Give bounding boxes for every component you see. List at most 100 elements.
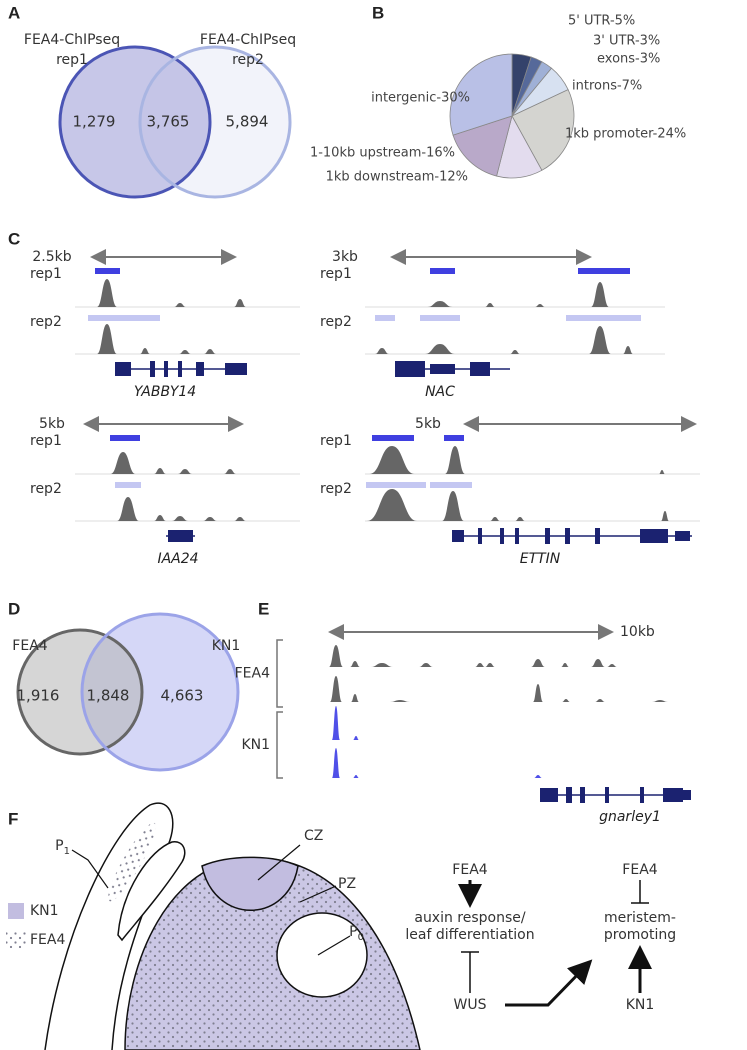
gene-exon bbox=[515, 528, 519, 544]
coverage-peak bbox=[179, 350, 191, 354]
coverage-peak bbox=[154, 515, 166, 521]
coverage-peak bbox=[117, 497, 139, 521]
gene-exon bbox=[164, 361, 168, 377]
coverage-peak bbox=[425, 344, 455, 354]
model-node: leaf differentiation bbox=[405, 927, 534, 943]
label-sub: 1 bbox=[64, 846, 70, 857]
coverage-peak bbox=[332, 748, 340, 778]
coverage-peak bbox=[154, 468, 166, 474]
leaf-p1-inner bbox=[117, 841, 186, 942]
panel-letter: C bbox=[8, 229, 20, 248]
peak-call bbox=[430, 482, 472, 488]
track-label: rep1 bbox=[30, 266, 62, 282]
coverage-peak bbox=[652, 700, 668, 702]
gene-exon bbox=[430, 364, 455, 374]
zone-label: CZ bbox=[304, 828, 323, 844]
slice-label: 3' UTR-3% bbox=[593, 34, 660, 49]
coverage-peak bbox=[485, 303, 495, 307]
p0-primordium bbox=[276, 912, 368, 998]
coverage-peak bbox=[350, 661, 360, 667]
label-sub: 0 bbox=[358, 932, 364, 943]
slice-label: introns-7% bbox=[572, 79, 642, 94]
zone-label: PZ bbox=[338, 876, 356, 892]
set-label: FEA4-ChIPseq bbox=[24, 32, 120, 48]
fea4-domain bbox=[108, 822, 156, 902]
primordium-label: P0 bbox=[349, 924, 364, 943]
peak-call bbox=[578, 268, 630, 274]
venn-count: 4,663 bbox=[161, 687, 204, 705]
legend-label: FEA4 bbox=[30, 932, 65, 948]
coverage-peak bbox=[661, 511, 669, 521]
set-label: rep2 bbox=[232, 52, 264, 68]
model-node: promoting bbox=[604, 927, 676, 943]
venn-count: 1,279 bbox=[73, 113, 116, 131]
legend-label: KN1 bbox=[30, 903, 59, 919]
coverage-peak bbox=[490, 517, 500, 521]
gene-name: YABBY14 bbox=[134, 384, 196, 400]
label-base: P bbox=[349, 924, 357, 940]
coverage-peak bbox=[351, 694, 359, 702]
track-label: rep2 bbox=[30, 481, 62, 497]
model-node: KN1 bbox=[626, 997, 655, 1013]
track-label: rep2 bbox=[320, 481, 352, 497]
leader-line bbox=[71, 849, 109, 889]
coverage-peak bbox=[531, 659, 545, 667]
gene-exon bbox=[580, 787, 585, 803]
coverage-peak bbox=[561, 663, 569, 667]
gene-exon bbox=[478, 528, 482, 544]
slice-label: 1kb downstream-12% bbox=[326, 170, 468, 185]
coverage-peak bbox=[390, 700, 410, 702]
gene-exon bbox=[595, 528, 600, 544]
legend-swatch bbox=[6, 932, 26, 948]
repression-bar bbox=[461, 951, 479, 993]
peak-call bbox=[88, 315, 160, 321]
set-label: rep1 bbox=[56, 52, 88, 68]
gene-name: NAC bbox=[425, 384, 455, 400]
coverage-peak bbox=[589, 326, 611, 354]
coverage-peak bbox=[203, 517, 217, 521]
coverage-peak bbox=[442, 491, 464, 521]
activation-arrow bbox=[505, 959, 593, 1007]
coverage-peak bbox=[110, 452, 136, 474]
peak-call bbox=[110, 435, 140, 441]
coverage-peak bbox=[607, 664, 617, 667]
track-label: KN1 bbox=[241, 737, 270, 753]
panel-letter: A bbox=[8, 3, 20, 22]
leaf-p1-outline bbox=[44, 802, 174, 1050]
slice-label: 5' UTR-5% bbox=[568, 14, 635, 29]
scale-label: 3kb bbox=[332, 249, 358, 265]
coverage-peak bbox=[485, 663, 495, 667]
gene-exon bbox=[663, 788, 683, 802]
venn-count: 1,916 bbox=[17, 687, 60, 705]
venn-outline bbox=[138, 45, 292, 199]
coverage-peak bbox=[178, 469, 192, 474]
venn-outline bbox=[80, 612, 240, 772]
coverage-peak bbox=[97, 324, 117, 354]
panel-letter: E bbox=[258, 599, 269, 618]
coverage-peak bbox=[367, 489, 417, 521]
coverage-peak bbox=[419, 663, 433, 667]
slice-label: intergenic-30% bbox=[371, 91, 470, 106]
peak-call bbox=[95, 268, 120, 274]
gene-exon bbox=[225, 363, 247, 375]
coverage-peak bbox=[562, 699, 570, 702]
coverage-peak bbox=[371, 663, 393, 667]
track-bracket bbox=[276, 711, 283, 779]
pie-slice bbox=[452, 115, 513, 177]
slice-label: 1-10kb upstream-16% bbox=[310, 146, 455, 161]
peak-call bbox=[372, 435, 414, 441]
model-node: FEA4 bbox=[452, 862, 487, 878]
coverage-peak bbox=[445, 446, 465, 474]
gene-name: ETTIN bbox=[520, 551, 561, 567]
gene-name: IAA24 bbox=[157, 551, 198, 567]
coverage-peak bbox=[353, 775, 359, 778]
track-label: rep1 bbox=[320, 433, 352, 449]
coverage-peak bbox=[97, 279, 117, 307]
model-node: meristem- bbox=[604, 910, 676, 926]
coverage-peak bbox=[510, 350, 520, 354]
set-label: KN1 bbox=[212, 638, 241, 654]
gene-exon bbox=[470, 362, 490, 376]
central-zone bbox=[201, 856, 299, 911]
gene-exon bbox=[540, 788, 558, 802]
gene-exon bbox=[168, 530, 193, 542]
